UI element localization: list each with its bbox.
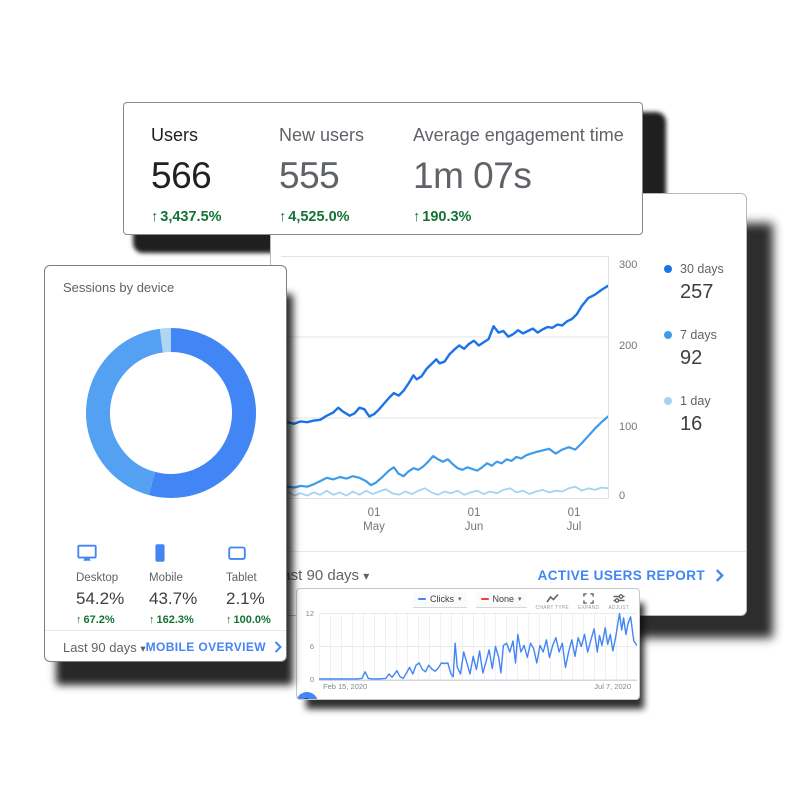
fab-glyph	[304, 698, 309, 699]
x-tick: 01 Jun	[464, 507, 484, 533]
divider	[271, 551, 746, 552]
clicks-metric-chip[interactable]: Clicks ▾	[413, 592, 467, 608]
date-range-selector[interactable]: Last 90 days ▾	[274, 566, 370, 584]
up-arrow-icon: ↑	[76, 614, 82, 626]
y-tick: 300	[619, 259, 638, 271]
sessions-donut-chart	[86, 327, 256, 498]
metric-new-users: New users 555 ↑ 4,525.0%	[279, 125, 365, 225]
clicks-series-swatch	[418, 597, 426, 601]
chevron-right-icon	[715, 568, 724, 582]
legend-label: 1 day	[680, 394, 711, 408]
legend-item-30-days: 30 days 257	[664, 262, 744, 304]
y-tick: 0	[309, 675, 314, 684]
clicks-chart-grid	[319, 613, 637, 681]
y-tick: 6	[309, 642, 314, 651]
floating-action-button[interactable]	[297, 692, 318, 699]
x-axis-end-date: Jul 7, 2020	[594, 682, 631, 691]
up-arrow-icon: ↑	[149, 614, 155, 626]
active-users-line-chart	[281, 284, 608, 497]
desktop-icon	[77, 544, 97, 561]
up-arrow-icon: ↑	[279, 209, 287, 225]
chevron-right-icon	[274, 641, 282, 653]
legend-dot-icon	[664, 331, 672, 339]
up-arrow-icon: ↑	[413, 209, 421, 225]
legend-dot-icon	[664, 265, 672, 273]
clicks-line-chart	[319, 613, 637, 680]
active-users-chart-grid	[281, 256, 609, 499]
legend-item-7-days: 7 days 92	[664, 328, 744, 370]
up-arrow-icon: ↑	[151, 209, 159, 225]
legend-dot-icon	[664, 397, 672, 405]
sessions-by-device-card: Sessions by device Desktop 54.2% ↑ 67.2% …	[44, 265, 287, 662]
date-range-selector[interactable]: Last 90 days ▾	[63, 639, 146, 655]
mobile-icon	[155, 544, 165, 562]
y-tick: 12	[305, 609, 314, 618]
metric-users: Users 566 ↑ 3,437.5%	[151, 125, 222, 225]
device-stat-desktop: Desktop 54.2% ↑ 67.2%	[76, 542, 148, 626]
divider	[45, 630, 286, 631]
metric-avg-engagement-time: Average engagement time 1m 07s ↑ 190.3%	[413, 125, 624, 225]
caret-down-icon: ▾	[140, 643, 146, 655]
caret-down-icon: ▾	[518, 596, 522, 603]
active-users-report-link[interactable]: ACTIVE USERS REPORT	[538, 568, 724, 583]
compare-series-swatch	[480, 597, 489, 601]
x-tick: 01 May	[363, 507, 385, 533]
card-title: Sessions by device	[63, 280, 175, 295]
mobile-overview-link[interactable]: MOBILE OVERVIEW	[146, 640, 282, 654]
legend-value: 257	[680, 281, 714, 303]
adjust-button[interactable]: ADJUST	[608, 592, 629, 611]
chart-type-icon	[546, 593, 559, 603]
chart-type-button[interactable]: CHART TYPE	[536, 592, 569, 611]
search-console-toolbar: Clicks ▾ None ▾ CHART TYPE EXPAND	[413, 592, 629, 611]
legend-item-1-day: 1 day 16	[664, 394, 744, 436]
y-tick: 200	[619, 340, 638, 352]
expand-button[interactable]: EXPAND	[578, 592, 599, 611]
y-tick: 0	[619, 490, 626, 502]
compare-metric-chip[interactable]: None ▾	[475, 592, 527, 608]
tablet-icon	[228, 546, 246, 560]
x-tick: 01 Jul	[566, 507, 582, 533]
device-stat-mobile: Mobile 43.7% ↑ 162.3%	[149, 542, 221, 626]
legend-value: 16	[680, 413, 703, 435]
x-axis-start-date: Feb 15, 2020	[323, 682, 368, 691]
legend-label: 30 days	[680, 262, 724, 276]
caret-down-icon: ▾	[458, 596, 462, 603]
active-users-card: 300 200 100 0 01 May 01 Jun 01 Jul 30 days …	[270, 193, 747, 616]
key-metrics-card: Users 566 ↑ 3,437.5% New users 555 ↑ 4,525…	[123, 102, 643, 235]
expand-icon	[583, 593, 594, 604]
caret-down-icon: ▾	[363, 568, 370, 583]
legend-label: 7 days	[680, 328, 717, 342]
legend-value: 92	[680, 347, 703, 369]
device-stat-tablet: Tablet 2.1% ↑ 100.0%	[226, 542, 298, 626]
adjust-icon	[613, 594, 625, 603]
search-console-card: Clicks ▾ None ▾ CHART TYPE EXPAND	[296, 588, 640, 700]
y-tick: 100	[619, 421, 638, 433]
up-arrow-icon: ↑	[226, 614, 232, 626]
